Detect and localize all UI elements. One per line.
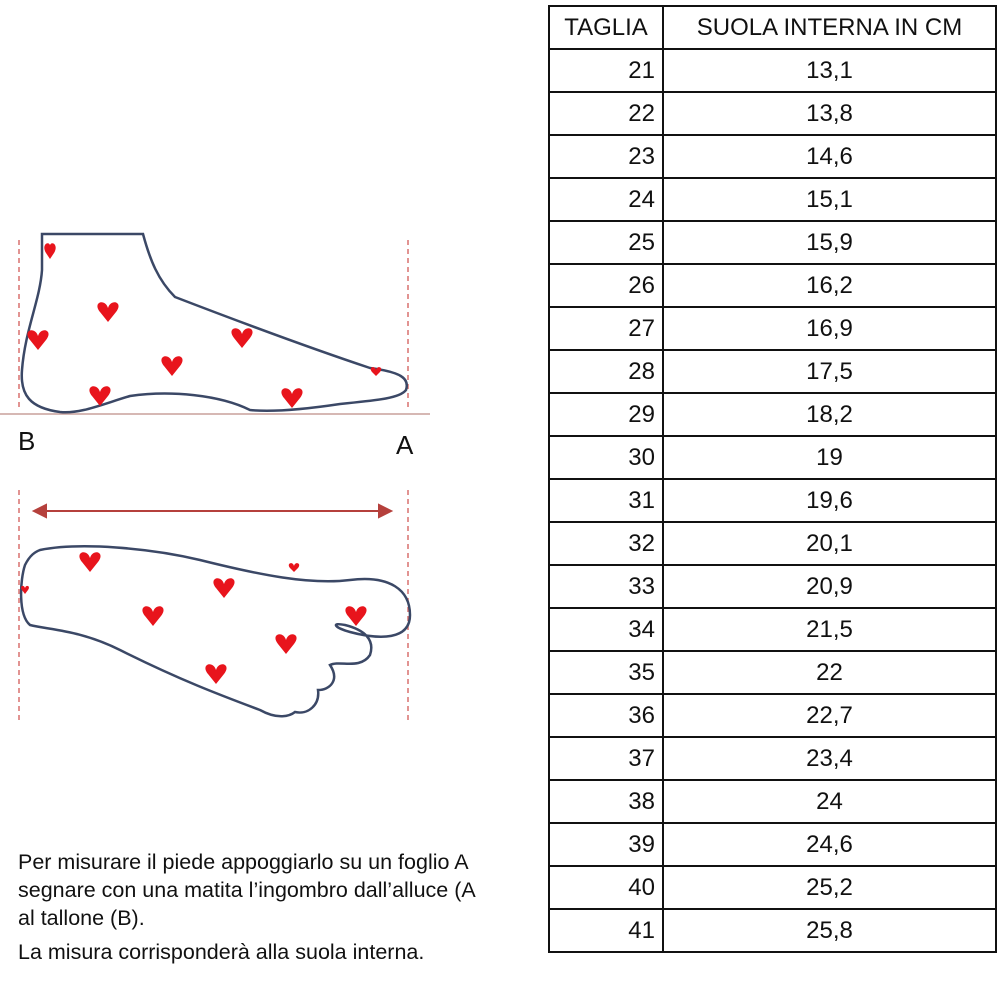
heart-icon	[345, 606, 367, 626]
insole-length-cell: 13,8	[662, 91, 997, 136]
table-row: 28 17,5	[548, 349, 997, 394]
instruction-line: La misura corrisponderà alla suola inter…	[18, 940, 425, 964]
insole-length-cell: 25,8	[662, 908, 997, 953]
table-header-row: TAGLIA SUOLA INTERNA IN CM	[548, 5, 997, 50]
instruction-line: Per misurare il piede appoggiarlo su un …	[18, 850, 469, 874]
insole-length-cell: 13,1	[662, 48, 997, 93]
size-cell: 34	[548, 607, 664, 652]
insole-length-cell: 15,9	[662, 220, 997, 265]
header-suola-interna: SUOLA INTERNA IN CM	[662, 5, 997, 50]
size-cell: 29	[548, 392, 664, 437]
table-row: 22 13,8	[548, 91, 997, 136]
insole-length-cell: 23,4	[662, 736, 997, 781]
size-cell: 33	[548, 564, 664, 609]
insole-length-cell: 14,6	[662, 134, 997, 179]
instruction-line: segnare con una matita l’ingombro dall’a…	[18, 878, 476, 902]
size-cell: 39	[548, 822, 664, 867]
insole-length-cell: 25,2	[662, 865, 997, 910]
heart-icon	[142, 606, 164, 626]
heart-icon	[288, 563, 300, 572]
insole-length-cell: 15,1	[662, 177, 997, 222]
table-row: 26 16,2	[548, 263, 997, 308]
insole-length-cell: 24,6	[662, 822, 997, 867]
table-row: 38 24	[548, 779, 997, 824]
table-row: 32 20,1	[548, 521, 997, 566]
foot-top-outline	[19, 545, 412, 718]
insole-length-cell: 21,5	[662, 607, 997, 652]
insole-length-cell: 20,9	[662, 564, 997, 609]
insole-length-cell: 16,2	[662, 263, 997, 308]
table-row: 37 23,4	[548, 736, 997, 781]
table-row: 36 22,7	[548, 693, 997, 738]
insole-length-cell: 17,5	[662, 349, 997, 394]
size-cell: 27	[548, 306, 664, 351]
insole-length-cell: 22,7	[662, 693, 997, 738]
size-cell: 22	[548, 91, 664, 136]
table-row: 40 25,2	[548, 865, 997, 910]
size-cell: 28	[548, 349, 664, 394]
insole-length-cell: 18,2	[662, 392, 997, 437]
heart-icon	[79, 552, 101, 572]
table-row: 41 25,8	[548, 908, 997, 953]
heart-icon	[89, 386, 111, 406]
heart-icon	[21, 585, 29, 594]
insole-length-cell: 19,6	[662, 478, 997, 523]
size-cell: 23	[548, 134, 664, 179]
size-cell: 30	[548, 435, 664, 480]
size-cell: 37	[548, 736, 664, 781]
insole-length-cell: 19	[662, 435, 997, 480]
size-cell: 26	[548, 263, 664, 308]
header-taglia: TAGLIA	[548, 5, 664, 50]
table-row: 29 18,2	[548, 392, 997, 437]
heart-icon	[231, 328, 253, 348]
size-chart-table: TAGLIA SUOLA INTERNA IN CM 21 13,1 22 13,8 2…	[548, 5, 997, 953]
insole-length-cell: 22	[662, 650, 997, 695]
size-cell: 21	[548, 48, 664, 93]
insole-length-cell: 24	[662, 779, 997, 824]
heel-label: B	[18, 426, 36, 456]
heart-icon	[205, 664, 227, 684]
size-cell: 35	[548, 650, 664, 695]
size-cell: 31	[548, 478, 664, 523]
insole-length-cell: 16,9	[662, 306, 997, 351]
table-row: 24 15,1	[548, 177, 997, 222]
instruction-line: al tallone (B).	[18, 906, 145, 930]
heart-icon	[281, 388, 303, 408]
size-cell: 36	[548, 693, 664, 738]
heart-icon	[44, 243, 56, 259]
heart-icon	[97, 302, 119, 322]
table-row: 34 21,5	[548, 607, 997, 652]
heart-icon	[275, 634, 297, 654]
table-row: 39 24,6	[548, 822, 997, 867]
length-arrow	[31, 503, 394, 519]
size-cell: 38	[548, 779, 664, 824]
table-row: 31 19,6	[548, 478, 997, 523]
heart-icon	[161, 356, 183, 376]
heart-icon	[27, 330, 49, 350]
size-cell: 40	[548, 865, 664, 910]
size-cell: 41	[548, 908, 664, 953]
insole-length-cell: 20,1	[662, 521, 997, 566]
table-row: 23 14,6	[548, 134, 997, 179]
toe-label: A	[396, 430, 414, 460]
foot-side-outline	[20, 232, 409, 414]
size-cell: 32	[548, 521, 664, 566]
table-row: 35 22	[548, 650, 997, 695]
table-row: 33 20,9	[548, 564, 997, 609]
heart-icon	[213, 578, 235, 598]
table-row: 27 16,9	[548, 306, 997, 351]
heart-icon	[370, 367, 382, 376]
table-row: 25 15,9	[548, 220, 997, 265]
foot-measurement-diagram	[0, 232, 430, 720]
table-row: 21 13,1	[548, 48, 997, 93]
size-cell: 25	[548, 220, 664, 265]
measurement-instructions: Per misurare il piede appoggiarlo su un …	[18, 848, 476, 966]
size-cell: 24	[548, 177, 664, 222]
table-row: 30 19	[548, 435, 997, 480]
